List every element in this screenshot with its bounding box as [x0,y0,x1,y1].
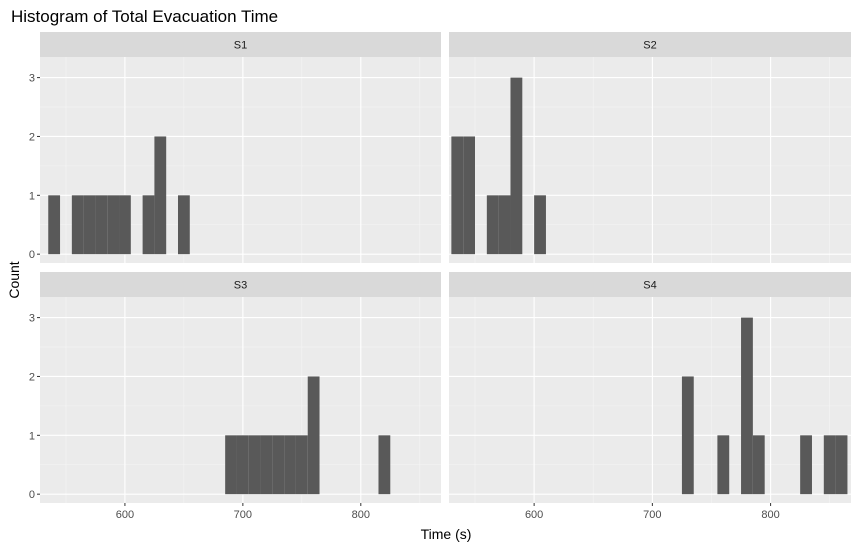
y-axis-title: Count [6,261,22,298]
y-tick-label: 3 [29,313,35,325]
histogram-bar [284,435,296,495]
facet-strip [449,272,851,297]
histogram-bar [95,195,108,255]
x-tick-label: 700 [643,509,661,521]
histogram-bar [800,435,812,495]
y-tick-label: 2 [29,371,35,383]
facet-panels: S1 0 1 2 3 S2 S3 0 1 2 3 600 700 800 S4 600 700 800 [29,32,851,521]
x-tick-label: 800 [352,509,370,521]
histogram-bar [681,376,694,495]
facet-strip-label: S1 [234,40,247,52]
histogram-bar [752,435,765,495]
x-tick-label: 700 [234,509,252,521]
histogram-bar [295,435,308,495]
y-tick-label: 1 [29,430,35,442]
y-tick-label: 2 [29,131,35,143]
histogram-bar [498,195,511,255]
histogram-bar [154,136,167,255]
facet-panel-s4: S4 600 700 800 [449,272,851,521]
facet-panel-s1: S1 0 1 2 3 [29,32,441,263]
panel-background [449,297,851,503]
facet-strip [40,32,441,57]
histogram-bar [378,435,391,495]
facet-panel-s3: S3 0 1 2 3 600 700 800 [29,272,441,521]
x-tick-label: 600 [116,509,134,521]
facet-strip-label: S3 [234,280,247,292]
y-tick-label: 1 [29,190,35,202]
y-tick-label: 0 [29,489,35,501]
histogram-bar [236,435,249,495]
histogram-bar [107,195,120,255]
histogram-bar [451,136,464,255]
histogram-bar [260,435,273,495]
histogram-bar [717,435,730,495]
x-tick-label: 800 [761,509,779,521]
x-tick-label: 600 [525,509,543,521]
facet-strip-label: S2 [643,40,656,52]
histogram-bar [177,195,190,255]
histogram-bar [307,376,320,495]
y-tick-label: 0 [29,249,35,261]
histogram-bar [463,136,476,255]
y-tick-label: 3 [29,73,35,85]
facet-panel-s2: S2 [449,32,851,263]
histogram-bar [486,195,499,255]
histogram-bar [534,195,546,255]
histogram-bar [71,195,84,255]
histogram-bar [83,195,96,255]
chart-title: Histogram of Total Evacuation Time [11,7,278,26]
histogram-bar [741,317,753,495]
histogram-bar [119,195,131,255]
histogram-bar [835,435,848,495]
histogram-bar [272,435,285,495]
facet-strip [449,32,851,57]
histogram-bar [510,77,523,255]
histogram-bar [48,195,61,255]
histogram-bar [248,435,261,495]
histogram-bar [142,195,155,255]
histogram-bar [823,435,836,495]
histogram-bar [225,435,237,495]
facet-strip-label: S4 [643,280,656,292]
x-axis-title: Time (s) [421,526,472,542]
facet-strip [40,272,441,297]
